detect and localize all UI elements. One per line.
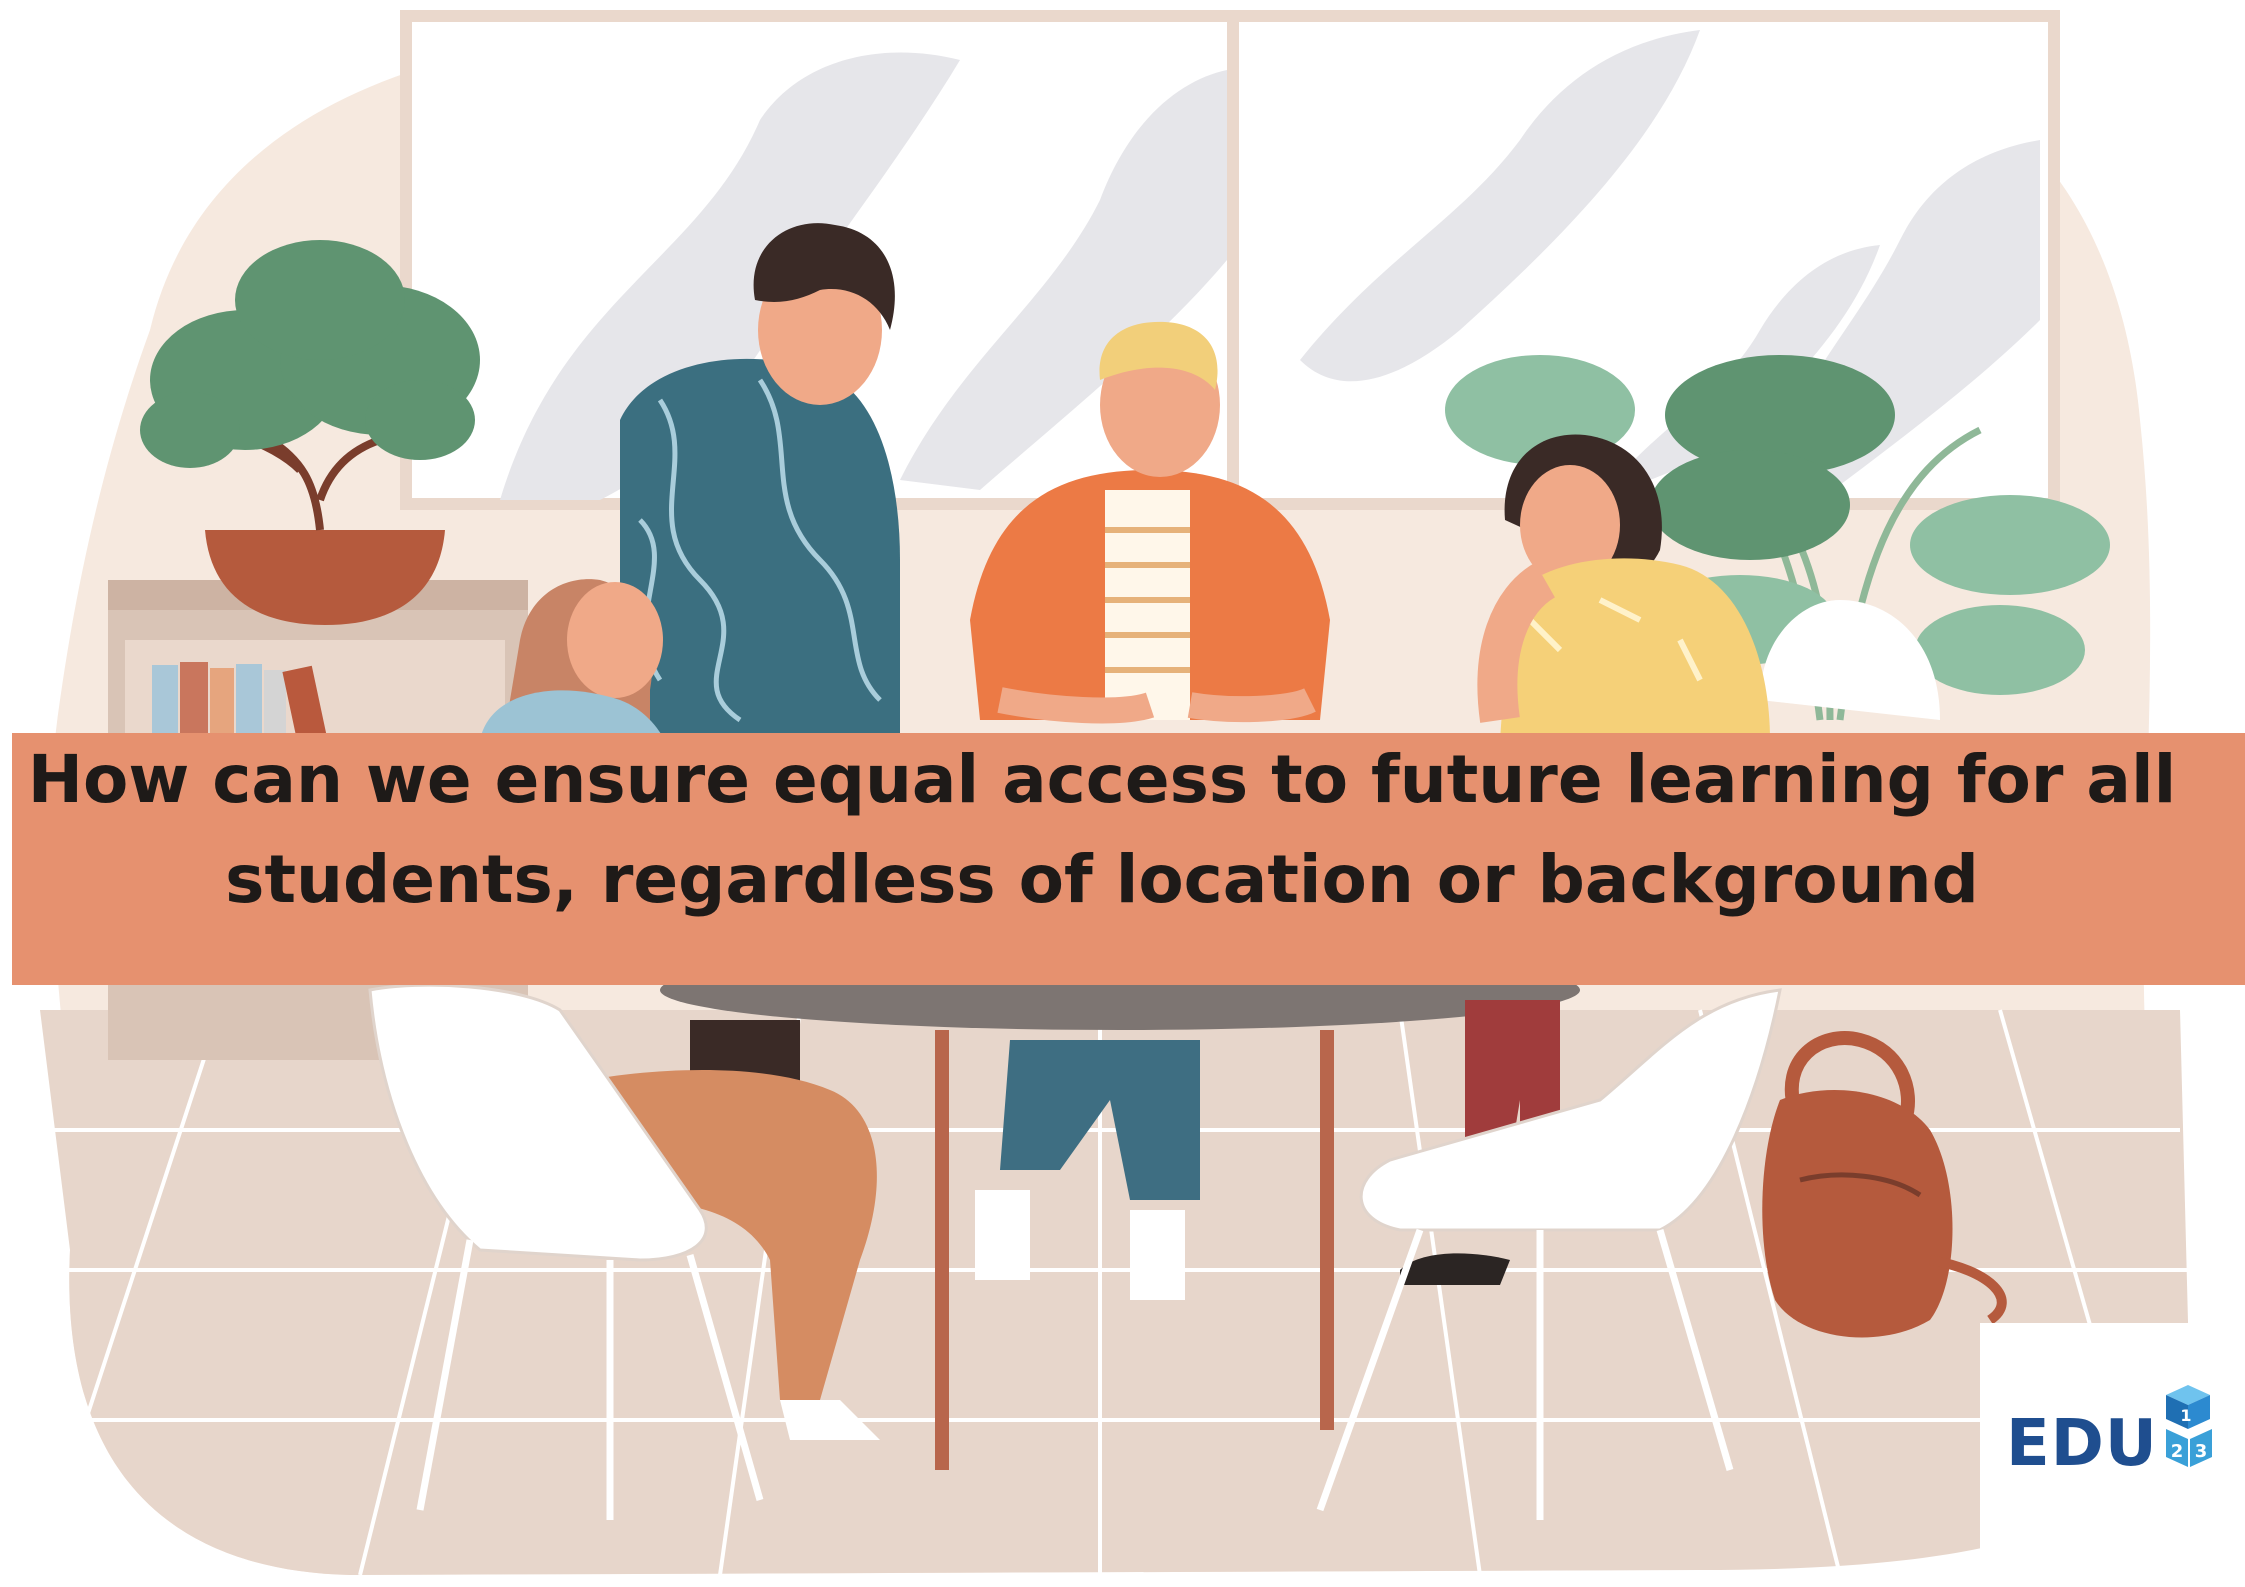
bonsai-plant bbox=[140, 240, 480, 625]
student-legs bbox=[590, 1000, 1560, 1440]
cube-top-digit: 1 bbox=[2180, 1406, 2191, 1425]
banner-question-line-2: students, regardless of location or back… bbox=[225, 841, 1979, 918]
student-standing-hoodie bbox=[620, 223, 900, 740]
cube-left bbox=[2166, 1429, 2188, 1467]
cube-top bbox=[2166, 1385, 2210, 1429]
banner-question-line-1: How can we ensure equal access to future… bbox=[27, 741, 2177, 818]
question-banner: How can we ensure equal access to future… bbox=[12, 733, 2245, 985]
cube-left-digit: 2 bbox=[2171, 1441, 2184, 1462]
monstera-plant bbox=[1445, 355, 2110, 721]
student-center-orange-shirt bbox=[970, 321, 1330, 724]
chairs bbox=[368, 983, 1782, 1520]
cube-right bbox=[2190, 1429, 2212, 1467]
logo-wordmark: EDU bbox=[2006, 1407, 2158, 1481]
number-cubes-icon: 1 2 3 bbox=[2166, 1385, 2212, 1467]
edu123-logo: EDU 1 2 3 bbox=[1980, 1323, 2245, 1587]
books bbox=[152, 662, 328, 748]
student-right-yellow-top bbox=[1477, 434, 1770, 740]
cube-right-digit: 3 bbox=[2195, 1441, 2208, 1462]
backpack bbox=[1762, 1031, 2007, 1338]
